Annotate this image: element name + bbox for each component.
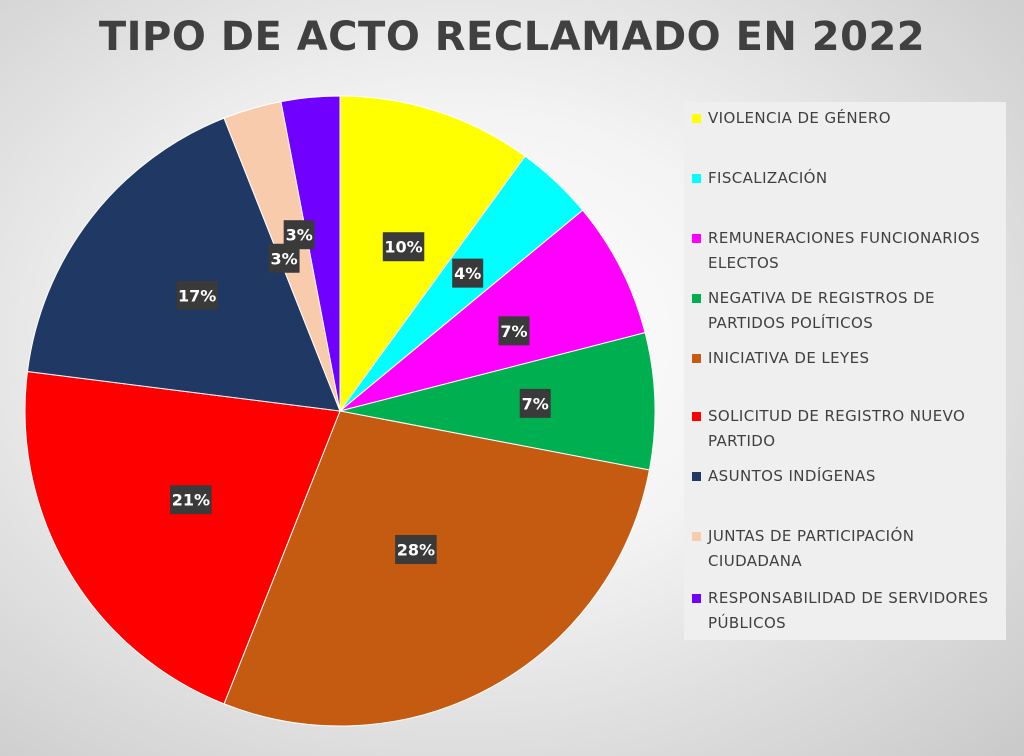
legend-swatch xyxy=(692,114,701,123)
legend-item: VIOLENCIA DE GÉNERO xyxy=(692,106,998,131)
legend-label: REMUNERACIONES FUNCIONARIOS ELECTOS xyxy=(708,229,981,272)
legend-item: JUNTAS DE PARTICIPACIÓN CIUDADANA xyxy=(692,524,998,574)
legend-item: RESPONSABILIDAD DE SERVIDORES PÚBLICOS xyxy=(692,586,998,636)
pie-slice-1 xyxy=(339,95,526,413)
legend-item: SOLICITUD DE REGISTRO NUEVO PARTIDO xyxy=(692,404,998,454)
pie-slice-7 xyxy=(26,117,341,412)
legend-label: NEGATIVA DE REGISTROS DE PARTIDOS POLÍTI… xyxy=(708,289,935,332)
pie-slice-4 xyxy=(339,332,656,471)
legend-item: INICIATIVA DE LEYES xyxy=(692,346,998,371)
legend-item: ASUNTOS INDÍGENAS xyxy=(692,464,998,489)
pie-slice-9 xyxy=(280,95,341,412)
legend-swatch xyxy=(692,354,701,363)
svg-text:21%: 21% xyxy=(172,491,210,510)
legend-swatch xyxy=(692,594,701,603)
data-label-9: 3% xyxy=(283,220,315,250)
svg-text:4%: 4% xyxy=(454,264,481,283)
legend-label: RESPONSABILIDAD DE SERVIDORES PÚBLICOS xyxy=(708,589,989,632)
svg-text:7%: 7% xyxy=(522,394,549,413)
pie-data-labels: 10% 4% 7% 7% 28% 21% 17% 3% 3% xyxy=(170,220,551,565)
legend-item: FISCALIZACIÓN xyxy=(692,166,998,191)
legend-label: JUNTAS DE PARTICIPACIÓN CIUDADANA xyxy=(708,527,915,570)
pie-slice-3 xyxy=(339,209,646,412)
svg-text:17%: 17% xyxy=(178,286,216,305)
data-label-4: 7% xyxy=(519,388,551,418)
pie-slice-6 xyxy=(24,370,341,705)
legend-swatch xyxy=(692,234,701,243)
legend-swatch xyxy=(692,412,701,421)
legend-label: VIOLENCIA DE GÉNERO xyxy=(708,109,891,127)
data-label-1: 10% xyxy=(382,232,425,262)
legend-label: ASUNTOS INDÍGENAS xyxy=(708,467,876,485)
legend: VIOLENCIA DE GÉNERO FISCALIZACIÓN REMUNERA… xyxy=(684,102,1006,640)
pie-slices xyxy=(24,95,656,727)
chart-title: TIPO DE ACTO RECLAMADO EN 2022 xyxy=(98,14,926,60)
legend-label: INICIATIVA DE LEYES xyxy=(708,349,870,367)
data-label-3: 7% xyxy=(498,316,530,346)
legend-item: NEGATIVA DE REGISTROS DE PARTIDOS POLÍTI… xyxy=(692,286,998,336)
legend-swatch xyxy=(692,472,701,481)
legend-label: FISCALIZACIÓN xyxy=(708,169,828,187)
legend-item: REMUNERACIONES FUNCIONARIOS ELECTOS xyxy=(692,226,998,276)
legend-label: SOLICITUD DE REGISTRO NUEVO PARTIDO xyxy=(708,407,966,450)
data-label-7: 17% xyxy=(176,280,218,310)
data-label-6: 21% xyxy=(170,485,212,515)
legend-swatch xyxy=(692,532,701,541)
svg-text:28%: 28% xyxy=(397,541,435,560)
pie-slice-5 xyxy=(223,410,651,727)
svg-text:10%: 10% xyxy=(384,238,422,257)
legend-swatch xyxy=(692,294,701,303)
svg-text:3%: 3% xyxy=(286,226,313,245)
legend-swatch xyxy=(692,174,701,183)
data-label-2: 4% xyxy=(452,258,484,288)
data-label-5: 28% xyxy=(395,535,437,565)
svg-text:7%: 7% xyxy=(500,322,527,341)
svg-text:3%: 3% xyxy=(270,249,297,268)
